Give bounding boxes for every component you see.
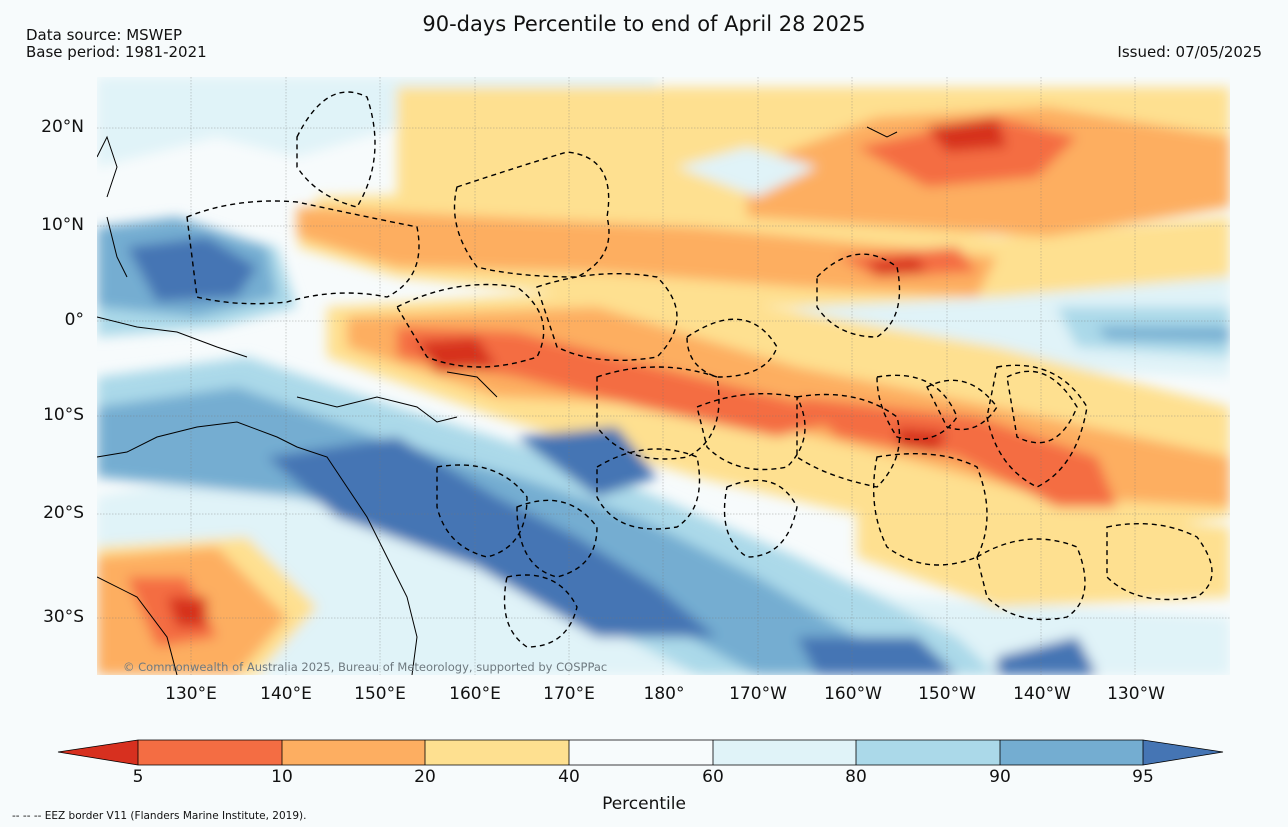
colorbar-20-40 bbox=[425, 740, 569, 765]
precipitation-percentile-map bbox=[97, 77, 1230, 675]
lon-label-130e: 130°E bbox=[165, 684, 217, 704]
lon-label-170w: 170°W bbox=[729, 684, 787, 704]
graticule bbox=[97, 77, 1230, 675]
lat-label-20s: 20°S bbox=[43, 503, 84, 523]
lat-label-20n: 20°N bbox=[41, 117, 84, 137]
colorbar-tick-95: 95 bbox=[1132, 767, 1154, 787]
colorbar-80-90 bbox=[856, 740, 1000, 765]
data-source-text: Data source: MSWEP bbox=[26, 26, 183, 44]
colorbar-above-95 bbox=[1143, 740, 1223, 765]
lon-label-140e: 140°E bbox=[260, 684, 312, 704]
colorbar-tick-80: 80 bbox=[845, 767, 867, 787]
colorbar-below-5 bbox=[58, 740, 138, 765]
colorbar-60-80 bbox=[713, 740, 856, 765]
colorbar-90-95 bbox=[1000, 740, 1143, 765]
copyright-notice: © Commonwealth of Australia 2025, Bureau… bbox=[123, 660, 608, 674]
lat-label-30s: 30°S bbox=[43, 607, 84, 627]
eez-borders bbox=[186, 91, 1213, 648]
lon-label-170e: 170°E bbox=[543, 684, 595, 704]
lon-label-160e: 160°E bbox=[449, 684, 501, 704]
colorbar-tick-90: 90 bbox=[989, 767, 1011, 787]
colorbar-10-20 bbox=[282, 740, 425, 765]
colorbar-tick-40: 40 bbox=[558, 767, 580, 787]
lon-label-130w: 130°W bbox=[1107, 684, 1165, 704]
colorbar-label: Percentile bbox=[602, 794, 686, 814]
lat-label-10n: 10°N bbox=[41, 215, 84, 235]
base-period-text: Base period: 1981-2021 bbox=[26, 43, 207, 61]
colorbar-5-10 bbox=[138, 740, 282, 765]
colorbar-tick-20: 20 bbox=[414, 767, 436, 787]
lat-label-0: 0° bbox=[64, 310, 84, 330]
lat-label-10s: 10°S bbox=[43, 405, 84, 425]
coastlines bbox=[97, 126, 898, 675]
colorbar-tick-10: 10 bbox=[271, 767, 293, 787]
eez-footnote: -- -- -- EEZ border V11 (Flanders Marine… bbox=[12, 810, 307, 822]
colorbar-40-60 bbox=[569, 740, 713, 765]
colorbar-tick-60: 60 bbox=[702, 767, 724, 787]
colorbar-tick-5: 5 bbox=[132, 767, 144, 787]
lon-label-140w: 140°W bbox=[1013, 684, 1071, 704]
colorbar bbox=[57, 739, 1224, 766]
lon-label-150w: 150°W bbox=[918, 684, 976, 704]
issued-date: Issued: 07/05/2025 bbox=[1117, 43, 1262, 61]
lon-label-160w: 160°W bbox=[824, 684, 882, 704]
map-canvas bbox=[97, 77, 1230, 675]
colorbar-outline bbox=[57, 739, 1224, 766]
map-title: 90-days Percentile to end of April 28 20… bbox=[422, 12, 866, 36]
lon-label-150e: 150°E bbox=[354, 684, 406, 704]
lon-label-180: 180° bbox=[643, 684, 685, 704]
